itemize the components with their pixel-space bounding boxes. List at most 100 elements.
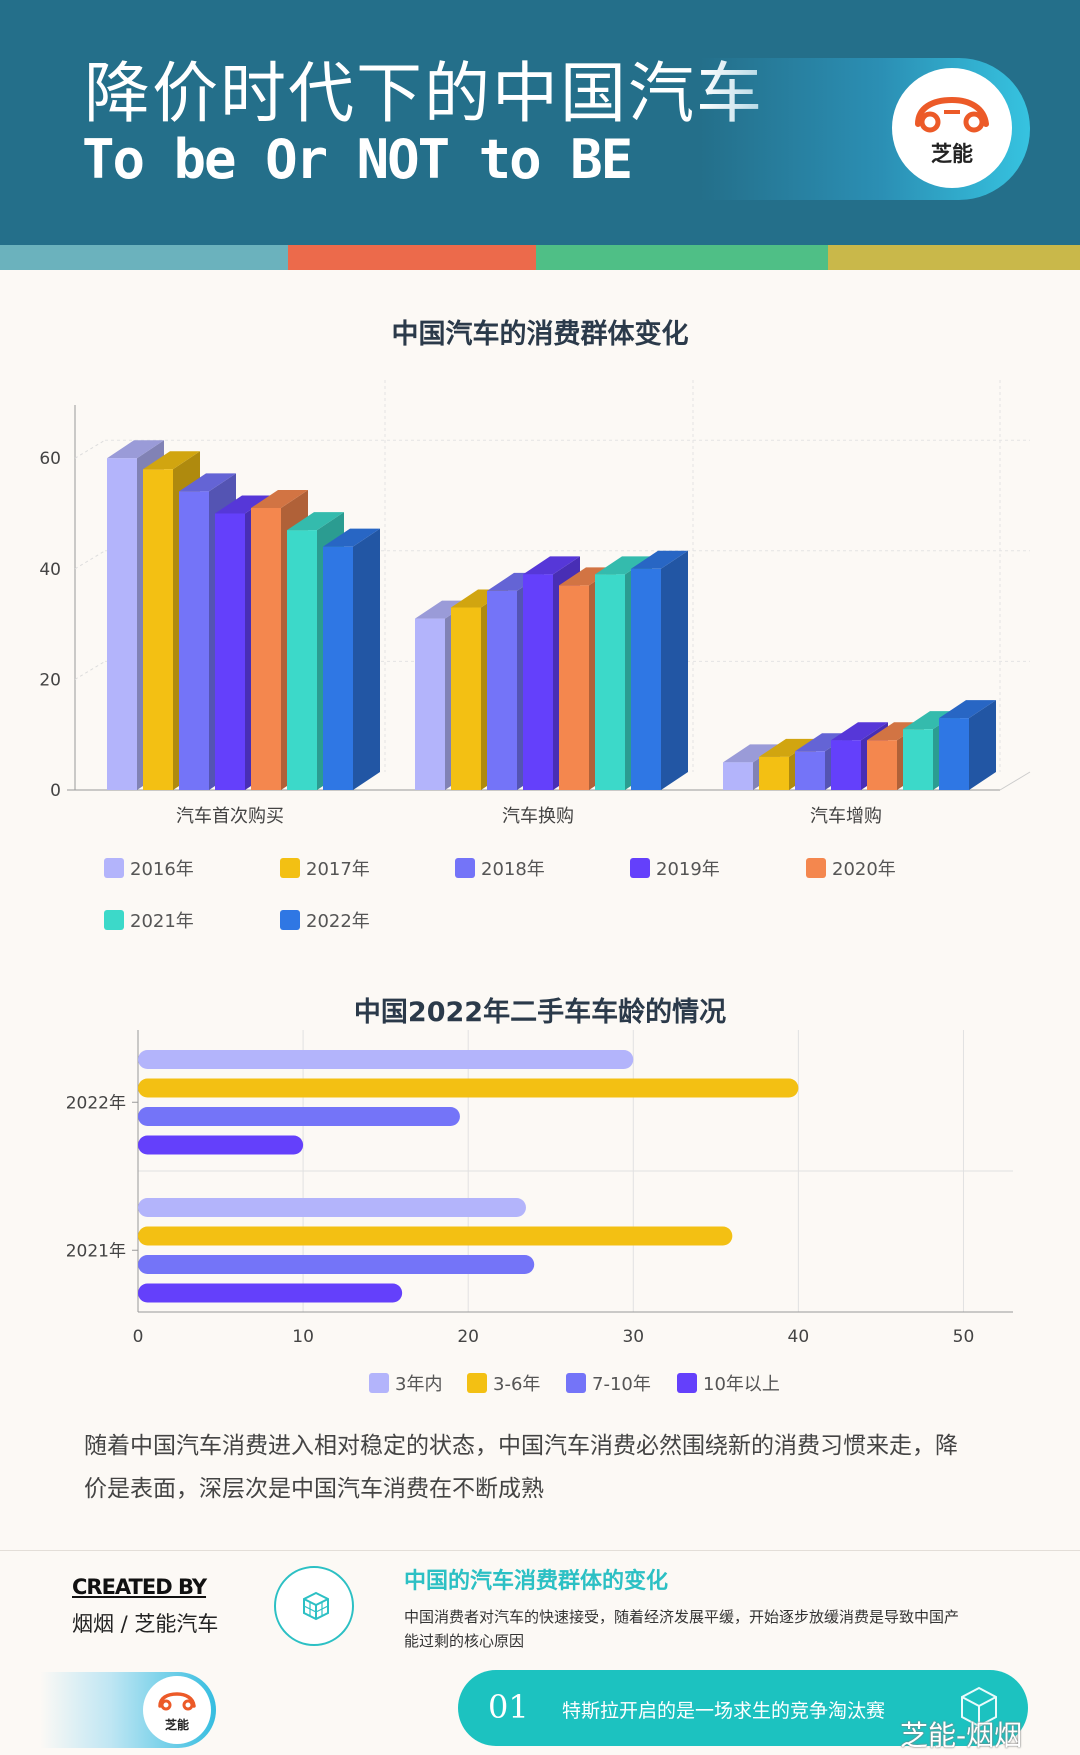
legend-label: 2022年 <box>306 911 370 932</box>
color-stripe-2 <box>288 245 536 270</box>
x-tick-label: 30 <box>622 1327 644 1347</box>
chart2-used-car-age: 0 10 20 30 40 50 2022年 2021年 <box>66 1030 1013 1347</box>
header: 降价时代下的中国汽车 To be Or NOT to BE 芝能 <box>0 0 1080 245</box>
bar-front <box>595 574 625 790</box>
legend-swatch <box>806 858 826 878</box>
chart1-consumer-groups: 0 20 40 60 汽车首次购买 汽车换购 汽车增购 <box>39 380 1031 827</box>
legend-label: 7-10年 <box>592 1374 651 1395</box>
bar-front <box>867 740 897 790</box>
color-stripe-4 <box>828 245 1080 270</box>
legend-swatch <box>467 1373 487 1393</box>
y-tick-label: 2021年 <box>66 1241 126 1261</box>
hbar-3-6年-2021年 <box>138 1226 733 1246</box>
legend-swatch <box>104 858 124 878</box>
hbar-3年内-2021年 <box>138 1198 526 1217</box>
bar-top <box>523 556 580 575</box>
created-by-label: CREATED BY <box>72 1575 207 1599</box>
chart2-title: 中国2022年二手车车龄的情况 <box>353 997 727 1028</box>
bar-front <box>143 469 173 790</box>
highlight-banner: 01 特斯拉开启的是一场求生的竞争淘汰赛 <box>458 1670 1028 1746</box>
y-tick-label: 0 <box>50 781 61 801</box>
legend-swatch <box>280 910 300 930</box>
page-subtitle: To be Or NOT to BE <box>82 128 633 191</box>
legend-item: 2019年 <box>630 855 720 881</box>
footer-logo-text: 芝能 <box>164 1718 189 1732</box>
color-stripe-1 <box>0 245 288 270</box>
bar-top <box>287 512 344 531</box>
legend-item: 7-10年 <box>566 1370 651 1396</box>
bar-front <box>903 729 933 790</box>
bar-front <box>215 513 245 790</box>
grid-diag <box>74 660 106 680</box>
hbar-7-10年-2022年 <box>138 1107 460 1126</box>
legend-label: 2018年 <box>481 859 545 880</box>
legend-label: 2017年 <box>306 859 370 880</box>
bar-top <box>939 700 996 719</box>
creator-names: 烟烟 / 芝能汽车 <box>72 1612 219 1636</box>
bar-front <box>831 740 861 790</box>
legend-swatch <box>566 1373 586 1393</box>
x-tick-label: 汽车首次购买 <box>176 806 284 827</box>
banner-text: 特斯拉开启的是一场求生的竞争淘汰赛 <box>562 1700 886 1722</box>
legend-item: 2016年 <box>104 855 194 881</box>
bar-front <box>487 590 517 790</box>
legend-label: 2016年 <box>130 859 194 880</box>
legend-label: 2019年 <box>656 859 720 880</box>
bar-front <box>523 574 553 790</box>
legend-swatch <box>455 858 475 878</box>
x-tick-label: 40 <box>788 1327 810 1347</box>
bar-top <box>251 489 308 508</box>
legend-swatch <box>280 858 300 878</box>
bar-front <box>251 507 281 790</box>
x-tick-label: 10 <box>292 1327 314 1347</box>
x-tick-label: 0 <box>133 1327 144 1347</box>
footer-divider <box>0 1550 1080 1551</box>
legend-swatch <box>677 1373 697 1393</box>
bar-front <box>559 585 589 790</box>
legend-item: 2021年 <box>104 907 194 933</box>
legend-item: 2020年 <box>806 855 896 881</box>
bar-top <box>759 738 816 757</box>
bar-2022年-汽车换购 <box>631 550 688 790</box>
legend-item: 2017年 <box>280 855 370 881</box>
watermark: 芝能-烟烟 <box>900 1719 1023 1752</box>
chart1-title: 中国汽车的消费群体变化 <box>391 319 689 350</box>
bar-top <box>323 528 380 547</box>
legend-label: 3年内 <box>395 1374 443 1395</box>
bar-front <box>759 756 789 790</box>
legend-item: 10年以上 <box>677 1370 780 1396</box>
bar-front <box>179 491 209 790</box>
legend-swatch <box>104 910 124 930</box>
grid-diag <box>74 439 106 459</box>
bar-top <box>831 722 888 741</box>
cube-icon <box>303 1591 329 1621</box>
bar-2022年-汽车增购 <box>939 700 996 790</box>
y-tick-label: 20 <box>39 670 61 690</box>
bar-top <box>143 451 200 470</box>
footer-heading: 中国的汽车消费群体的变化 <box>404 1569 669 1594</box>
bar-front <box>287 530 317 790</box>
cube-badge <box>274 1566 354 1646</box>
y-tick-label: 60 <box>39 449 61 469</box>
cube-outline-icon <box>961 1686 997 1728</box>
bar-top <box>631 550 688 569</box>
footer-description: 中国消费者对汽车的快速接受，随着经济发展平缓，开始逐步放缓消费是导致中国产能过剩… <box>404 1608 960 1650</box>
x-tick-label: 20 <box>457 1327 479 1347</box>
bar-front <box>723 762 753 790</box>
color-stripe-3 <box>536 245 828 270</box>
car-logo-icon <box>158 1692 196 1711</box>
hbar-3年内-2022年 <box>138 1050 634 1069</box>
logo-text: 芝能 <box>931 142 973 166</box>
x-tick-label: 50 <box>953 1327 975 1347</box>
page-title: 降价时代下的中国汽车 <box>84 55 764 132</box>
bar-top <box>595 556 652 575</box>
bar-front <box>323 546 353 790</box>
summary-paragraph: 随着中国汽车消费进入相对稳定的状态，中国汽车消费必然围绕新的消费习惯来走，降价是… <box>84 1433 958 1502</box>
bar-2022年-汽车首次购买 <box>323 528 380 790</box>
bar-top <box>107 440 164 459</box>
bar-front <box>415 618 445 790</box>
y-tick-label: 2022年 <box>66 1093 126 1113</box>
legend-label: 10年以上 <box>703 1374 780 1395</box>
y-tick-label: 40 <box>39 560 61 580</box>
legend-label: 2021年 <box>130 911 194 932</box>
